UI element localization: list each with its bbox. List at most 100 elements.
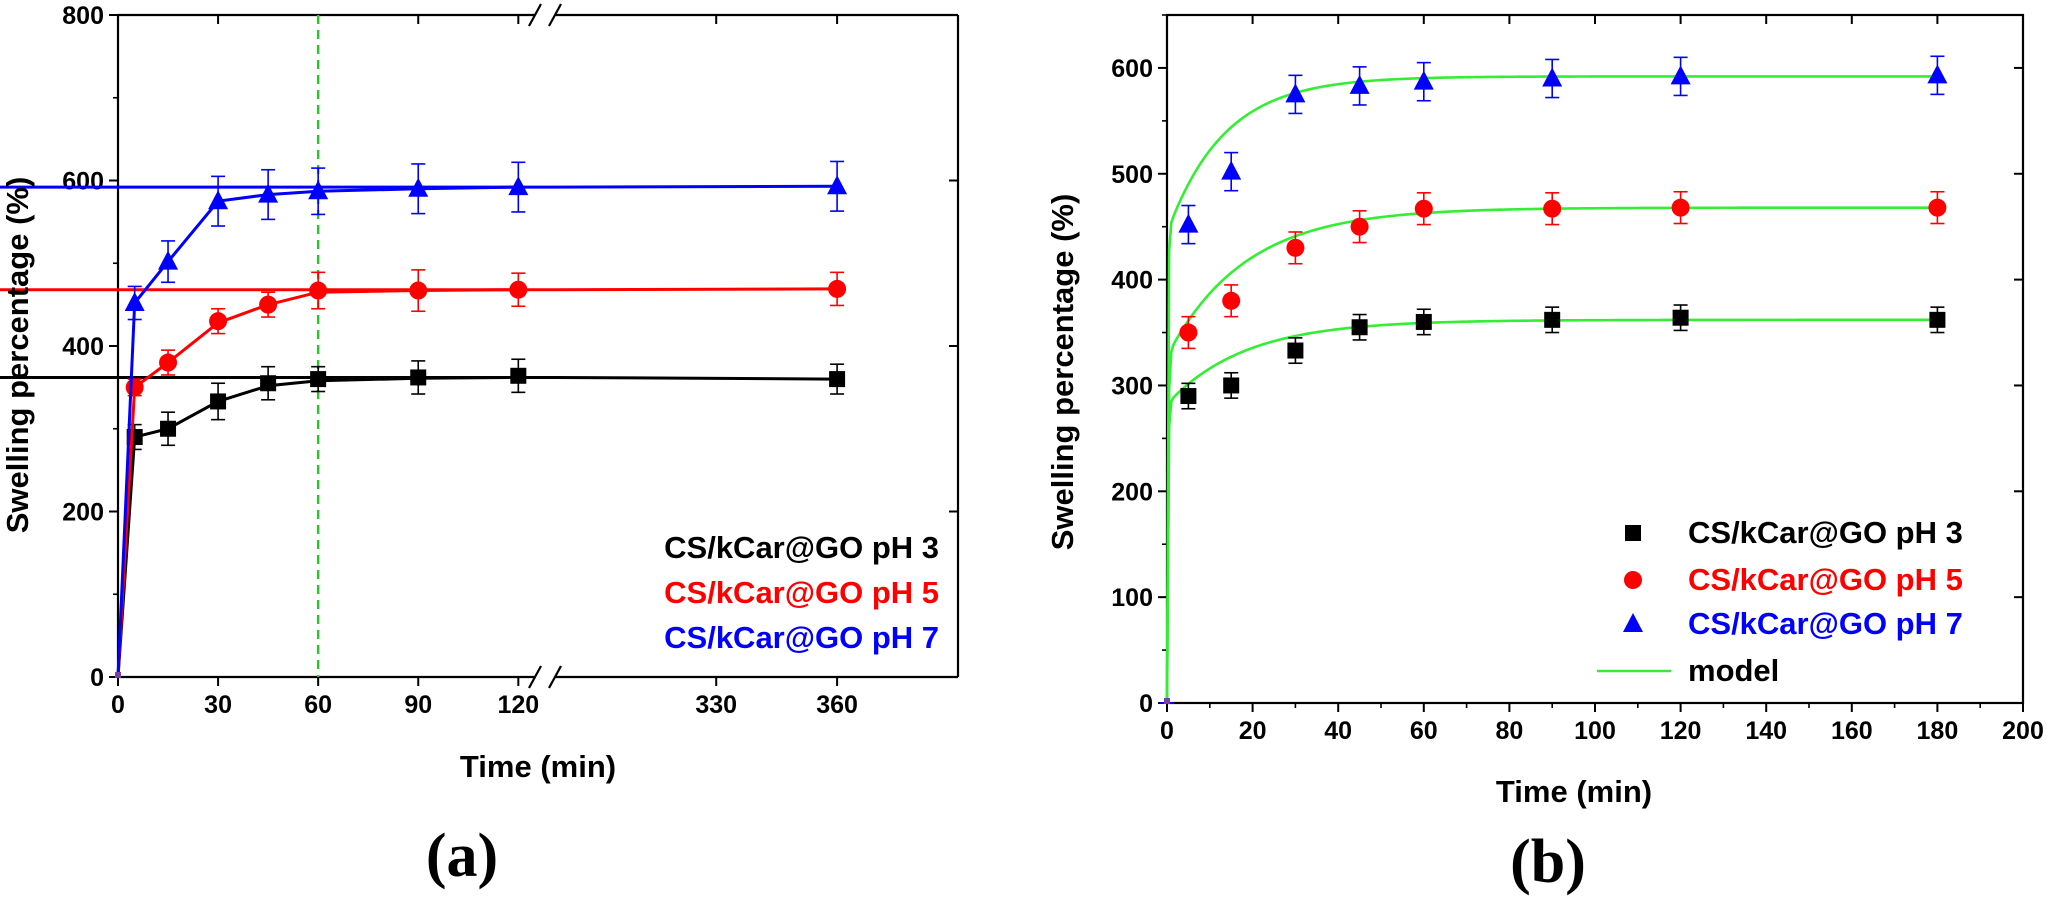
panel-b-data-point [1286, 238, 1305, 257]
panel-a-y-tick-label: 200 [62, 499, 104, 527]
panel-a-label: (a) [426, 822, 498, 890]
panel-b-x-tick-label: 80 [1495, 717, 1523, 745]
panel-a-data-point [827, 175, 848, 195]
panel-a-data-point [410, 369, 427, 386]
panel-b-data-point [1222, 291, 1241, 310]
panel-b-model-curve [1165, 318, 1938, 704]
panel-a: 0 200 400 600 800 0 30 60 90 120 330 360 CS/kCar@GO … [0, 2, 960, 890]
panel-b-y-tick-label: 100 [1111, 584, 1153, 612]
panel-a-data-point [310, 371, 327, 388]
panel-b-plot-area: 0 100 200 300 400 500 600 0 20 40 60 80 100 120 140 160… [1111, 13, 2044, 745]
panel-a-data-point [260, 375, 277, 392]
panel-a-data-point [510, 367, 527, 384]
panel-a-y-axis-title: Swelling percentage (%) [0, 177, 35, 534]
panel-a-plot-area: 0 200 400 600 800 0 30 60 90 120 330 360 CS/kCar@GO … [0, 2, 960, 719]
panel-b-x-tick-label: 120 [1660, 717, 1702, 745]
panel-a-data-point [259, 295, 278, 314]
panel-a-data-point [208, 190, 229, 210]
panel-a-x-tick-label: 60 [304, 691, 332, 719]
panel-b-data-point-origin [1164, 698, 1170, 704]
panel-a-legend-entry: CS/kCar@GO pH 3 [664, 530, 939, 565]
panel-a-x-axis-title: Time (min) [460, 749, 616, 784]
panel-b-x-tick-label: 200 [2002, 717, 2044, 745]
panel-b-x-tick-label: 100 [1574, 717, 1616, 745]
panel-b-y-tick-label: 300 [1111, 372, 1153, 400]
panel-a-series-1 [0, 358, 846, 678]
panel-a-y-tick-label: 0 [90, 664, 104, 692]
panel-b-data-point [1223, 377, 1240, 394]
panel-b-x-tick-label: 20 [1239, 717, 1267, 745]
panel-b-data-point [1413, 70, 1434, 90]
panel-b-data-point [1542, 67, 1563, 87]
panel-a-legend-entry: CS/kCar@GO pH 7 [664, 620, 939, 655]
panel-b-x-tick-label: 60 [1410, 717, 1438, 745]
panel-a-series-3 [0, 160, 848, 678]
panel-a-series-line-continued [0, 184, 838, 189]
panel-a-data-point [124, 291, 145, 311]
panel-b-x-tick-label: 140 [1745, 717, 1787, 745]
panel-a-x-tick-label: 30 [204, 691, 232, 719]
panel-b-data-point [1221, 160, 1242, 180]
panel-b-y-tick-label: 200 [1111, 478, 1153, 506]
panel-a-data-point [408, 177, 429, 197]
panel-b-x-tick-label: 180 [1917, 717, 1959, 745]
panel-b-y-tick-label: 400 [1111, 267, 1153, 295]
panel-b-legend-entry: CS/kCar@GO pH 5 [1688, 562, 1963, 597]
break-slash [528, 3, 542, 27]
panel-a-data-point [828, 279, 847, 298]
panel-a-data-point-origin [115, 672, 121, 678]
break-slash [548, 665, 562, 689]
panel-b-data-point [1349, 74, 1370, 94]
panel-b-y-axis-title: Swelling percentage (%) [1045, 194, 1080, 551]
panel-a-data-point [509, 280, 528, 299]
break-slash [548, 3, 562, 27]
panel-a-data-point [209, 312, 228, 331]
panel-a-data-point [309, 281, 328, 300]
break-slash [528, 665, 542, 689]
panel-b-y-tick-label: 0 [1139, 690, 1153, 718]
panel-a-data-point [308, 180, 329, 200]
panel-a-data-point [159, 353, 178, 372]
panel-b-data-point [1351, 319, 1368, 336]
panel-b-data-point [1544, 311, 1561, 328]
panel-b-x-tick-label: 0 [1160, 717, 1174, 745]
panel-b-data-point [1928, 198, 1947, 217]
panel-b-x-tick-label: 160 [1831, 717, 1873, 745]
panel-b: 0 100 200 300 400 500 600 0 20 40 60 80 100 120 140 160… [1045, 13, 2044, 896]
panel-a-data-point [829, 371, 846, 388]
panel-a-x-tick-label: 90 [404, 691, 432, 719]
panel-a-data-point [409, 281, 428, 300]
panel-a-series-line [116, 185, 519, 678]
panel-b-legend-entry: CS/kCar@GO pH 3 [1688, 515, 1963, 550]
panel-a-legend-entry: CS/kCar@GO pH 5 [664, 575, 939, 610]
panel-a-data-point [125, 378, 144, 397]
panel-b-legend-entry: CS/kCar@GO pH 7 [1688, 606, 1963, 641]
panel-b-data-point [1285, 83, 1306, 103]
panel-b-y-tick-label: 500 [1111, 161, 1153, 189]
panel-a-axis-break-mark-bottom [528, 665, 562, 689]
panel-b-legend-entry-model: model [1688, 653, 1779, 688]
panel-b-data-point [1543, 199, 1562, 218]
panel-b-data-point [1670, 65, 1691, 85]
panel-a-frame [116, 13, 960, 679]
panel-b-data-point [1927, 64, 1948, 84]
panel-b-series-1 [1160, 304, 1946, 704]
panel-b-legend-marker [1624, 571, 1642, 589]
panel-b-series-2 [1160, 190, 1947, 704]
panel-a-data-point [508, 176, 529, 196]
panel-a-x-tick-label: 120 [497, 691, 539, 719]
panel-b-label: (b) [1510, 828, 1586, 896]
panel-a-data-point [210, 393, 227, 410]
panel-a-series-line-continued [0, 287, 838, 292]
panel-a-data-point [258, 183, 279, 203]
panel-b-legend-marker [1623, 613, 1643, 632]
panel-b-y-tick-label: 600 [1111, 55, 1153, 83]
panel-a-axis-break-mark-top [528, 3, 562, 27]
panel-b-data-point [1180, 388, 1197, 405]
panel-b-data-point [1179, 323, 1198, 342]
panel-b-legend-marker [1625, 525, 1641, 541]
panel-a-y-tick-label: 400 [62, 333, 104, 361]
panel-b-data-point [1178, 213, 1199, 233]
panel-b-data-point [1671, 198, 1690, 217]
